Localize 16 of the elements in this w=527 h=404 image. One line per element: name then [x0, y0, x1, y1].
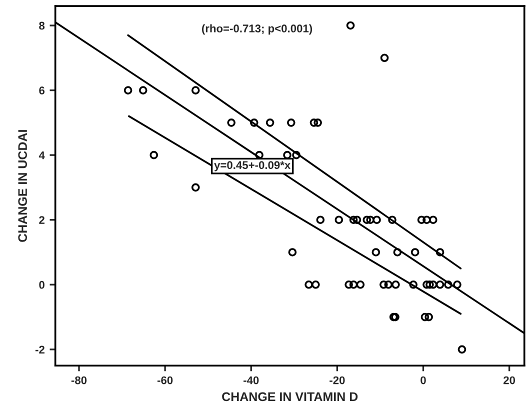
x-tick-label: -80: [71, 376, 87, 384]
y-tick-label: 6: [39, 86, 45, 94]
x-tick-label: -40: [244, 376, 259, 384]
y-axis-title: CHANGE IN UCDAI: [18, 130, 28, 242]
x-axis-title: CHANGE IN VITAMIN D: [222, 392, 358, 402]
y-tick-label: 0: [39, 280, 44, 289]
x-tick-label: 20: [504, 376, 516, 384]
x-tick-label: 0: [420, 376, 426, 384]
y-tick-label: 2: [39, 216, 44, 224]
y-tick-label: -2: [35, 346, 44, 354]
annotation: (rho=-0.713; p<0.001): [202, 24, 312, 35]
y-tick-label: 8: [39, 22, 45, 30]
y-tick-label: 4: [38, 151, 45, 160]
x-tick-label: -20: [330, 376, 345, 384]
annotation: y=0.45+-0.09*x: [214, 161, 291, 172]
x-tick-label: -60: [157, 376, 173, 384]
